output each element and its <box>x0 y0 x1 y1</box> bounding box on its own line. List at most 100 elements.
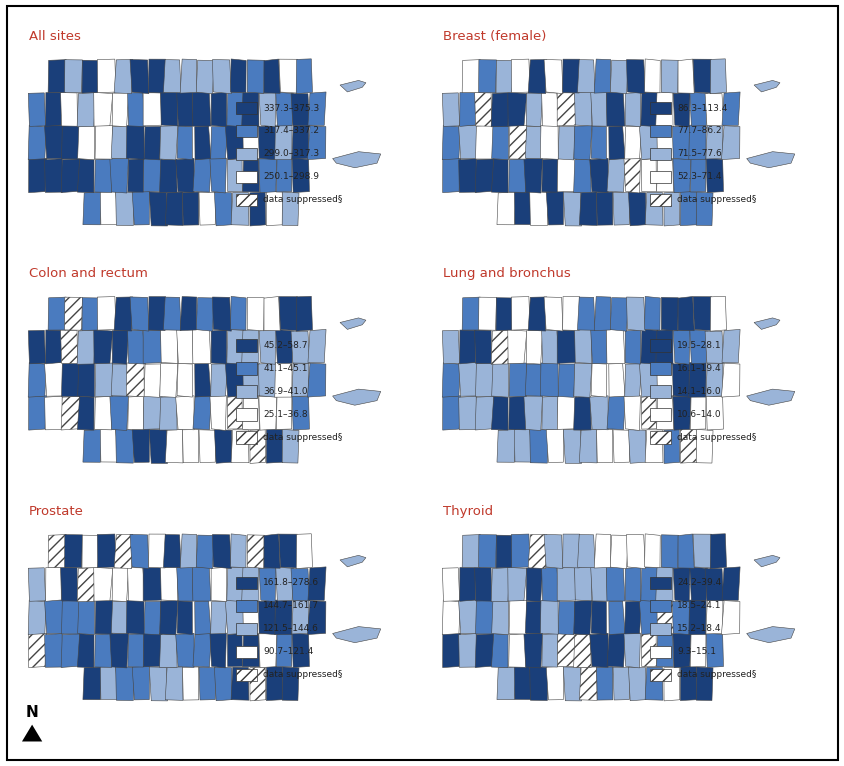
Polygon shape <box>656 159 673 192</box>
Polygon shape <box>296 534 312 568</box>
Polygon shape <box>596 192 612 225</box>
Polygon shape <box>45 633 63 667</box>
Text: 144.7–161.7: 144.7–161.7 <box>263 601 319 611</box>
Polygon shape <box>474 93 491 126</box>
Bar <box>236 362 257 375</box>
Polygon shape <box>214 430 232 463</box>
Polygon shape <box>82 61 100 93</box>
Polygon shape <box>97 59 116 93</box>
Polygon shape <box>94 93 112 126</box>
Polygon shape <box>441 125 460 159</box>
Polygon shape <box>95 396 111 430</box>
Polygon shape <box>149 59 165 93</box>
Polygon shape <box>541 633 557 667</box>
Polygon shape <box>705 601 722 634</box>
Polygon shape <box>573 363 592 398</box>
Polygon shape <box>606 92 625 126</box>
Polygon shape <box>209 395 226 430</box>
Text: 25.1–36.8: 25.1–36.8 <box>263 410 308 419</box>
Polygon shape <box>116 192 134 226</box>
Polygon shape <box>112 330 128 364</box>
Polygon shape <box>77 330 95 365</box>
Bar <box>650 646 670 658</box>
Polygon shape <box>692 296 711 330</box>
Polygon shape <box>695 192 712 225</box>
Polygon shape <box>589 396 608 430</box>
Bar <box>236 148 257 160</box>
Polygon shape <box>656 601 673 635</box>
Bar <box>650 623 670 635</box>
Bar <box>236 385 257 398</box>
Polygon shape <box>78 633 94 667</box>
Bar <box>236 339 257 352</box>
Polygon shape <box>176 329 193 364</box>
Polygon shape <box>705 363 722 397</box>
Polygon shape <box>628 192 646 226</box>
Polygon shape <box>673 568 690 602</box>
Polygon shape <box>180 59 197 93</box>
Text: 18.5–24.1: 18.5–24.1 <box>677 601 721 611</box>
Polygon shape <box>677 296 694 331</box>
Polygon shape <box>545 429 563 463</box>
Text: 36.9–41.0: 36.9–41.0 <box>263 387 308 396</box>
Text: 19.5–28.1: 19.5–28.1 <box>677 341 722 350</box>
Polygon shape <box>160 397 177 430</box>
Polygon shape <box>22 725 42 741</box>
Polygon shape <box>177 601 192 634</box>
Polygon shape <box>160 159 177 192</box>
Text: N: N <box>25 705 39 720</box>
Polygon shape <box>78 396 94 430</box>
Polygon shape <box>227 633 242 666</box>
Polygon shape <box>180 534 197 568</box>
Text: 317.4–337.2: 317.4–337.2 <box>263 126 319 136</box>
Polygon shape <box>591 363 606 397</box>
Polygon shape <box>541 568 559 601</box>
Text: 24.2–39.4: 24.2–39.4 <box>677 578 721 588</box>
Polygon shape <box>339 318 365 329</box>
Polygon shape <box>608 126 625 159</box>
Polygon shape <box>242 363 259 398</box>
Polygon shape <box>165 667 183 700</box>
Polygon shape <box>596 430 612 463</box>
Polygon shape <box>590 567 607 601</box>
Polygon shape <box>639 600 657 634</box>
Polygon shape <box>28 125 46 159</box>
Text: Colon and rectum: Colon and rectum <box>30 267 148 280</box>
Polygon shape <box>474 633 494 667</box>
Polygon shape <box>508 126 526 159</box>
Polygon shape <box>211 93 226 126</box>
Polygon shape <box>263 534 280 568</box>
Polygon shape <box>672 601 689 634</box>
Polygon shape <box>194 126 211 159</box>
Polygon shape <box>688 362 706 398</box>
Text: Thyroid: Thyroid <box>443 505 493 518</box>
Polygon shape <box>211 568 226 601</box>
Polygon shape <box>199 430 215 463</box>
Polygon shape <box>591 126 606 159</box>
Text: 161.8–278.6: 161.8–278.6 <box>263 578 319 588</box>
Polygon shape <box>692 59 711 93</box>
Polygon shape <box>596 667 612 700</box>
Polygon shape <box>573 601 592 635</box>
Polygon shape <box>672 126 689 159</box>
Bar <box>650 385 670 398</box>
Polygon shape <box>590 92 607 126</box>
Text: 9.3–15.1: 9.3–15.1 <box>677 647 716 656</box>
Polygon shape <box>474 330 491 364</box>
Polygon shape <box>589 159 608 192</box>
Polygon shape <box>112 93 128 126</box>
Polygon shape <box>95 633 111 667</box>
Polygon shape <box>259 568 276 602</box>
Polygon shape <box>746 152 794 168</box>
Polygon shape <box>608 601 625 634</box>
Polygon shape <box>143 633 162 667</box>
Polygon shape <box>721 126 739 159</box>
Polygon shape <box>459 93 474 126</box>
Polygon shape <box>495 298 513 330</box>
Polygon shape <box>514 429 532 462</box>
Polygon shape <box>227 396 242 429</box>
Polygon shape <box>704 93 723 126</box>
Polygon shape <box>475 125 493 159</box>
Polygon shape <box>507 568 526 601</box>
Polygon shape <box>606 396 625 430</box>
